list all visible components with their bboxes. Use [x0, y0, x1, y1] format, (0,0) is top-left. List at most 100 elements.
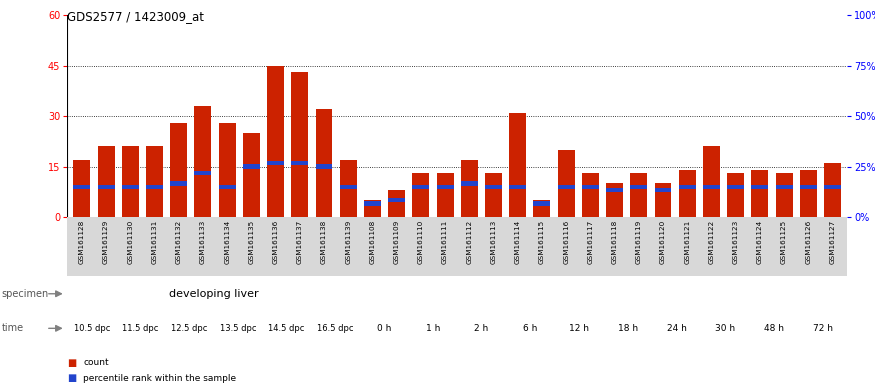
Bar	[194, 106, 212, 217]
Text: GSM161138: GSM161138	[321, 220, 327, 264]
Bar	[364, 200, 381, 217]
Bar	[800, 185, 816, 189]
Text: GSM161117: GSM161117	[587, 220, 593, 264]
Bar	[412, 173, 430, 217]
Bar	[243, 133, 260, 217]
Text: GSM161133: GSM161133	[200, 220, 206, 264]
Bar	[752, 185, 768, 189]
Bar	[582, 173, 598, 217]
Bar	[74, 160, 90, 217]
Bar	[582, 185, 598, 189]
Text: GSM161137: GSM161137	[297, 220, 303, 264]
Bar	[316, 164, 332, 169]
Bar	[437, 173, 453, 217]
Bar	[243, 164, 260, 169]
Text: GSM161108: GSM161108	[369, 220, 375, 264]
Bar	[340, 160, 357, 217]
Bar	[267, 66, 284, 217]
Text: 14.5 dpc: 14.5 dpc	[269, 324, 304, 333]
Text: 11.5 dpc: 11.5 dpc	[123, 324, 158, 333]
Bar	[98, 185, 115, 189]
Bar	[291, 161, 308, 166]
Text: GSM161128: GSM161128	[79, 220, 85, 264]
Text: percentile rank within the sample: percentile rank within the sample	[83, 374, 236, 383]
Bar	[824, 185, 841, 189]
Text: GSM161114: GSM161114	[514, 220, 521, 264]
Text: GSM161109: GSM161109	[394, 220, 400, 264]
Bar	[509, 185, 526, 189]
Text: GSM161122: GSM161122	[709, 220, 714, 264]
Bar	[606, 188, 623, 192]
Bar	[752, 170, 768, 217]
Text: GSM161127: GSM161127	[830, 220, 836, 264]
Bar	[630, 173, 648, 217]
Bar	[340, 185, 357, 189]
Text: count: count	[83, 358, 108, 367]
Bar	[509, 113, 526, 217]
Text: GSM161129: GSM161129	[103, 220, 109, 264]
Text: GSM161123: GSM161123	[732, 220, 738, 264]
Bar	[534, 200, 550, 217]
Bar	[388, 190, 405, 217]
Text: GSM161130: GSM161130	[128, 220, 133, 264]
Bar	[437, 185, 453, 189]
Text: time: time	[2, 323, 24, 333]
Bar	[557, 185, 575, 189]
Bar	[679, 170, 696, 217]
Bar	[727, 185, 744, 189]
Text: 16.5 dpc: 16.5 dpc	[317, 324, 354, 333]
Bar	[824, 163, 841, 217]
Bar	[316, 109, 332, 217]
Bar	[388, 198, 405, 202]
Bar	[703, 146, 720, 217]
Text: GSM161139: GSM161139	[346, 220, 351, 264]
Bar	[98, 146, 115, 217]
Text: GSM161132: GSM161132	[176, 220, 182, 264]
Text: GSM161124: GSM161124	[757, 220, 763, 264]
Text: 48 h: 48 h	[764, 324, 784, 333]
Bar	[534, 201, 550, 206]
Text: GSM161136: GSM161136	[273, 220, 278, 264]
Text: developing liver: developing liver	[169, 289, 258, 299]
Bar	[557, 150, 575, 217]
Bar	[800, 170, 816, 217]
Bar	[146, 146, 163, 217]
Text: 24 h: 24 h	[667, 324, 686, 333]
Text: 10.5 dpc: 10.5 dpc	[74, 324, 110, 333]
Text: ■: ■	[67, 373, 77, 383]
Bar	[461, 160, 478, 217]
Text: 13.5 dpc: 13.5 dpc	[220, 324, 256, 333]
Text: 72 h: 72 h	[813, 324, 833, 333]
Text: 1 h: 1 h	[425, 324, 440, 333]
Bar	[171, 123, 187, 217]
Bar	[291, 73, 308, 217]
Text: GDS2577 / 1423009_at: GDS2577 / 1423009_at	[67, 10, 205, 23]
Bar	[630, 185, 648, 189]
Bar	[654, 188, 671, 192]
Text: GSM161111: GSM161111	[442, 220, 448, 264]
Text: 30 h: 30 h	[715, 324, 735, 333]
Bar	[654, 184, 671, 217]
Text: GSM161120: GSM161120	[660, 220, 666, 264]
Bar	[485, 173, 502, 217]
Bar	[219, 185, 235, 189]
Text: 2 h: 2 h	[474, 324, 488, 333]
Bar	[775, 185, 793, 189]
Text: GSM161121: GSM161121	[684, 220, 690, 264]
Bar	[122, 146, 139, 217]
Bar	[146, 185, 163, 189]
Text: GSM161112: GSM161112	[466, 220, 472, 264]
Bar	[679, 185, 696, 189]
Bar	[606, 184, 623, 217]
Bar	[364, 201, 381, 206]
Bar	[727, 173, 744, 217]
Text: 6 h: 6 h	[523, 324, 537, 333]
Text: GSM161118: GSM161118	[612, 220, 618, 264]
Text: GSM161115: GSM161115	[539, 220, 545, 264]
Bar	[74, 185, 90, 189]
Bar	[219, 123, 235, 217]
Bar	[267, 161, 284, 166]
Text: ■: ■	[67, 358, 77, 368]
Text: 12 h: 12 h	[569, 324, 589, 333]
Bar	[194, 171, 212, 175]
